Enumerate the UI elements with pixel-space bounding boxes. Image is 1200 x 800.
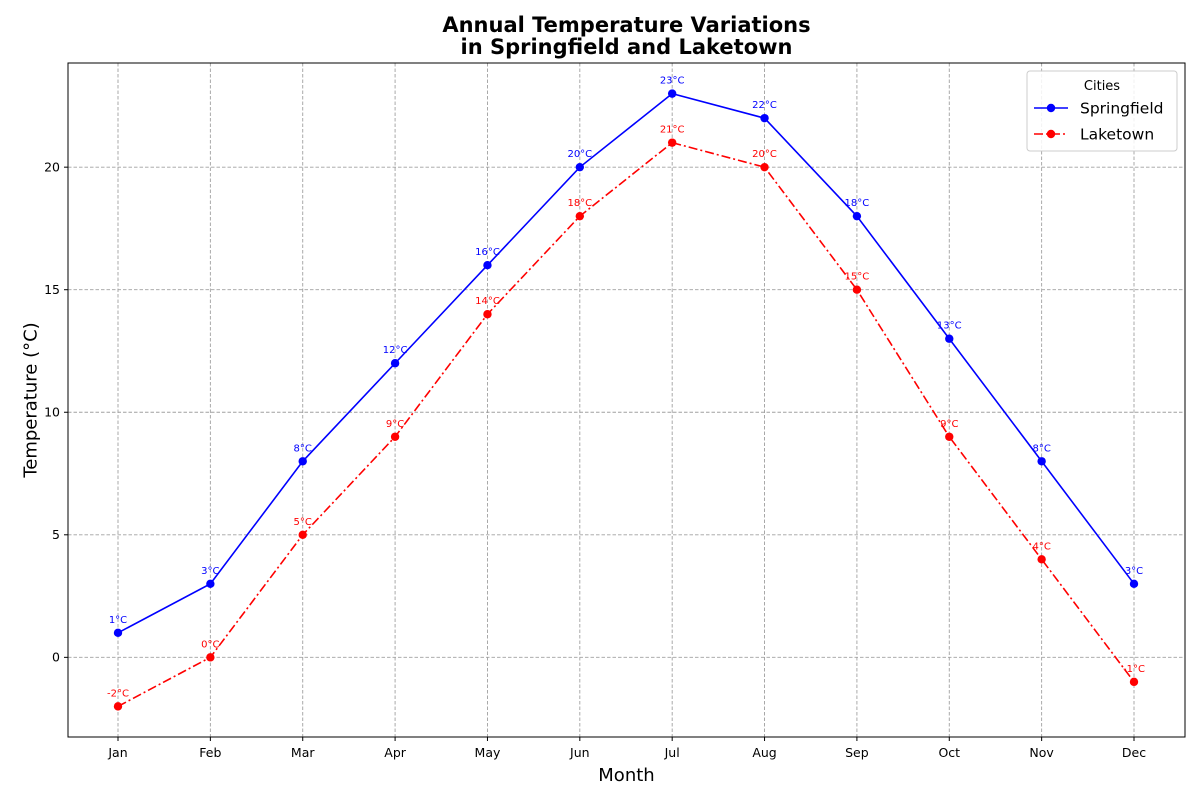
data-point-laketown xyxy=(483,310,492,319)
data-labels: 1°C 3°C 8°C 12°C 16°C 20°C 23°C 22°C 18°C 13°C 8°C… xyxy=(107,76,1145,700)
legend-label-laketown: Laketown xyxy=(1080,125,1154,143)
data-point-laketown xyxy=(945,432,954,441)
data-point-laketown xyxy=(113,702,123,711)
data-label-springfield: 22°C xyxy=(752,100,777,111)
data-label-springfield: 3°C xyxy=(1125,566,1143,577)
data-point-laketown xyxy=(667,138,677,147)
data-label-springfield: 3°C xyxy=(201,566,219,577)
data-point-laketown xyxy=(298,530,307,539)
data-point-laketown xyxy=(1037,555,1046,564)
series-lines xyxy=(113,89,1139,711)
data-label-laketown: 15°C xyxy=(845,272,870,283)
y-tick-label: 5 xyxy=(52,527,60,542)
data-label-laketown: -1°C xyxy=(1123,664,1145,675)
data-label-laketown: 4°C xyxy=(1032,541,1050,552)
x-tick-label: Jul xyxy=(664,745,680,760)
data-label-laketown: 14°C xyxy=(475,296,500,307)
data-label-laketown: -2°C xyxy=(107,688,129,699)
x-tick-label: Jan xyxy=(107,745,127,760)
y-tick-label: 0 xyxy=(52,650,60,665)
x-tick-label: Apr xyxy=(384,745,406,760)
data-label-laketown: 9°C xyxy=(386,419,404,430)
legend: Cities Springfield Laketown xyxy=(1026,70,1178,152)
x-tick-label: Sep xyxy=(845,745,869,760)
chart-title-line-1: Annual Temperature Variations xyxy=(442,13,810,37)
y-tick-label: 10 xyxy=(44,405,60,420)
data-point-springfield xyxy=(483,261,492,270)
data-label-springfield: 20°C xyxy=(567,149,592,160)
data-point-laketown xyxy=(206,653,215,662)
data-label-laketown: 18°C xyxy=(567,198,592,209)
data-point-springfield xyxy=(575,162,585,172)
x-tick-label: Dec xyxy=(1122,745,1146,760)
data-point-springfield xyxy=(667,89,677,98)
data-point-laketown xyxy=(760,162,769,172)
series-line-springfield xyxy=(117,92,1135,634)
legend-label-springfield: Springfield xyxy=(1080,99,1163,117)
x-tick-label: Aug xyxy=(752,745,776,760)
data-label-laketown: 0°C xyxy=(201,639,219,650)
x-tick-label: Mar xyxy=(291,745,315,760)
data-label-springfield: 18°C xyxy=(845,198,870,209)
x-axis-label: Month xyxy=(598,765,654,786)
data-label-laketown: 21°C xyxy=(660,125,685,136)
x-tick-label: May xyxy=(475,745,501,760)
x-tick-label: Jun xyxy=(569,745,590,760)
data-label-springfield: 23°C xyxy=(660,76,685,87)
data-point-springfield xyxy=(852,211,862,221)
data-label-laketown: 5°C xyxy=(294,517,312,528)
data-point-springfield xyxy=(298,457,307,466)
grid xyxy=(68,63,1185,737)
data-label-laketown: 20°C xyxy=(752,149,777,160)
data-label-laketown: 9°C xyxy=(940,419,958,430)
data-point-springfield xyxy=(1129,579,1139,589)
data-label-springfield: 8°C xyxy=(1032,443,1050,454)
data-point-springfield xyxy=(206,579,215,589)
data-point-laketown xyxy=(852,285,862,294)
data-label-springfield: 1°C xyxy=(109,615,127,626)
legend-title: Cities xyxy=(1084,79,1120,94)
data-point-springfield xyxy=(390,359,400,368)
series-line-laketown xyxy=(117,141,1135,708)
legend-box xyxy=(1026,70,1178,152)
data-point-springfield xyxy=(760,113,769,123)
data-point-laketown xyxy=(1129,677,1139,687)
chart-title-line-2: in Springfield and Laketown xyxy=(461,35,793,59)
legend-marker-springfield xyxy=(1046,103,1056,113)
data-label-springfield: 16°C xyxy=(475,247,500,258)
data-label-springfield: 12°C xyxy=(383,345,408,356)
data-point-laketown xyxy=(390,432,400,441)
x-tick-label: Feb xyxy=(199,745,221,760)
x-tick-label: Nov xyxy=(1029,745,1054,760)
y-tick-label: 15 xyxy=(44,282,60,297)
data-point-springfield xyxy=(1037,457,1046,466)
plot-area-frame xyxy=(67,62,1186,738)
data-label-springfield: 8°C xyxy=(294,443,312,454)
data-point-springfield xyxy=(113,628,123,638)
data-point-laketown xyxy=(575,211,585,221)
data-point-springfield xyxy=(945,334,954,343)
y-axis-label: Temperature (°C) xyxy=(20,322,41,478)
axis-ticks: Jan Feb Mar Apr May Jun Jul Aug Sep Oct Nov Dec 0 5 10… xyxy=(44,160,1146,760)
y-tick-label: 20 xyxy=(44,160,60,175)
x-tick-label: Oct xyxy=(938,745,960,760)
data-label-springfield: 13°C xyxy=(937,321,962,332)
legend-marker-laketown xyxy=(1046,129,1056,139)
